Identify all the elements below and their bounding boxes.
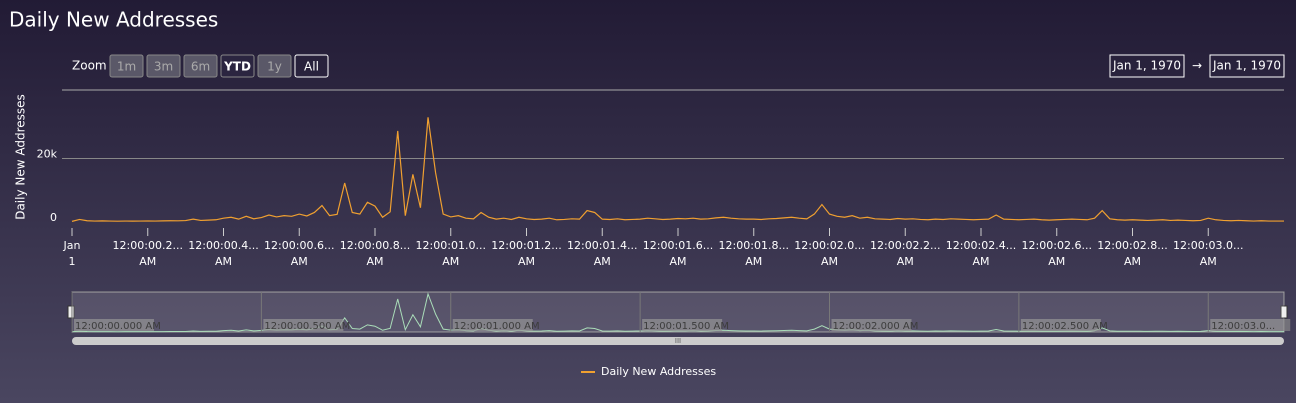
date-separator: → [1192,59,1202,73]
zoom-button-label[interactable]: 3m [154,60,173,74]
date-to[interactable]: Jan 1, 1970 [1212,59,1281,73]
zoom-label: Zoom [72,59,107,73]
navigator-tick-label: 12:00:02.000 AM [833,321,919,332]
y-tick-label: 20k [37,148,58,161]
zoom-button[interactable] [109,54,144,78]
navigator-tick-label: 12:00:01.500 AM [643,321,729,332]
navigator-label-bg [263,319,344,331]
navigator-label-bg [74,319,154,331]
zoom-button-label[interactable]: All [304,60,319,74]
x-tick-label: 12:00:02.0... AM [794,239,864,268]
navigator-label-bg [1210,319,1291,331]
navigator-handle[interactable] [67,305,75,319]
x-tick-label: 12:00:01.4... AM [567,239,637,268]
x-tick-label: 12:00:00.4... AM [188,239,258,268]
line-series [71,117,1284,222]
chart-title: Daily New Addresses [9,8,218,32]
navigator-label-bg [1020,319,1101,331]
navigator-handle[interactable] [1280,305,1288,319]
zoom-button[interactable] [294,54,329,78]
zoom-button-label[interactable]: YTD [223,60,251,74]
x-tick-label: 12:00:02.8... AM [1097,239,1167,268]
zoom-button[interactable] [220,54,255,78]
x-tick-label: 12:00:00.6... AM [264,239,334,268]
x-tick-label: 12:00:02.2... AM [870,239,940,268]
date-input[interactable] [1209,54,1285,78]
legend-label[interactable]: Daily New Addresses [601,365,716,378]
zoom-button[interactable] [257,54,292,78]
x-tick-label: 12:00:01.8... AM [719,239,789,268]
date-input[interactable] [1109,54,1185,78]
navigator-label-bg [642,319,723,331]
navigator-tick-label: 12:00:00.000 AM [75,321,161,332]
x-tick-label: 12:00:00.2... AM [113,239,183,268]
navigator-tick-label: 12:00:03.0... [1211,321,1275,332]
x-tick-label: 12:00:00.8... AM [340,239,410,268]
x-tick-label: 12:00:02.4... AM [946,239,1016,268]
y-tick-label: 0 [50,211,57,224]
x-tick-label: 12:00:01.6... AM [643,239,713,268]
date-from[interactable]: Jan 1, 1970 [1112,59,1181,73]
zoom-button-label[interactable]: 1m [117,60,136,74]
navigator-tick-label: 12:00:01.000 AM [454,321,540,332]
zoom-button[interactable] [183,54,218,78]
scrollbar-grip[interactable]: III [675,337,681,345]
zoom-button-label[interactable]: 6m [191,60,210,74]
zoom-button[interactable] [146,54,181,78]
x-tick-label: 12:00:01.0... AM [416,239,486,268]
x-tick-label: 12:00:01.2... AM [491,239,561,268]
x-tick-label: Jan 1 [63,239,81,268]
navigator-tick-label: 12:00:00.500 AM [264,321,350,332]
navigator-mask [72,292,1284,332]
y-axis-label: Daily New Addresses [14,94,28,220]
x-tick-label: 12:00:02.6... AM [1022,239,1092,268]
zoom-button-label[interactable]: 1y [267,60,282,74]
scrollbar[interactable] [72,337,1284,345]
navigator-tick-label: 12:00:02.500 AM [1022,321,1108,332]
x-tick-label: 12:00:03.0... AM [1173,239,1243,268]
navigator-label-bg [452,319,533,331]
navigator-label-bg [831,319,912,331]
